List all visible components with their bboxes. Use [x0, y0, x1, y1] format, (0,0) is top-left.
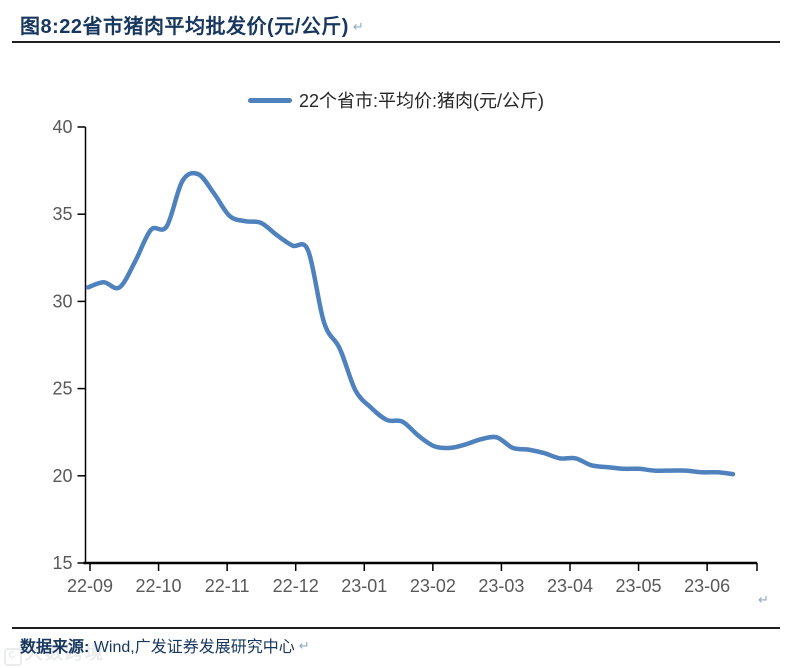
x-tick-label: 23-05: [616, 576, 662, 596]
x-tick-label: 22-12: [273, 576, 319, 596]
paragraph-mark-icon: ↵: [298, 638, 310, 653]
x-tick-label: 23-04: [547, 576, 593, 596]
paragraph-mark-icon: ↵: [758, 592, 769, 607]
paragraph-mark-icon: ↵: [352, 19, 365, 34]
y-tick-label: 20: [52, 466, 72, 486]
watermark: C 大数跨境: [4, 639, 105, 666]
watermark-logo-icon: C: [4, 648, 22, 666]
data-source-note: 数据来源: Wind,广发证券发展研究中心 ↵: [20, 633, 310, 657]
y-tick-label: 15: [52, 553, 72, 573]
x-tick-label: 23-02: [410, 576, 456, 596]
x-tick-label: 23-06: [684, 576, 730, 596]
footer-divider: [12, 627, 780, 629]
x-tick-label: 23-01: [341, 576, 387, 596]
legend-label: 22个省市:平均价:猪肉(元/公斤): [298, 91, 544, 111]
x-tick-label: 22-10: [136, 576, 182, 596]
y-tick-label: 25: [52, 379, 72, 399]
source-value: Wind,广发证券发展研究中心: [93, 639, 295, 656]
x-tick-label: 22-11: [205, 576, 250, 596]
y-tick-label: 40: [52, 117, 72, 137]
x-tick-label: 23-03: [478, 576, 524, 596]
figure-title: 图8:22省市猪肉平均批发价(元/公斤) ↵: [20, 16, 365, 38]
title-divider: [12, 41, 780, 43]
series-line: [85, 170, 736, 477]
source-label: 数据来源:: [20, 639, 90, 656]
x-tick-label: 22-09: [67, 576, 113, 596]
chart-legend: 22个省市:平均价:猪肉(元/公斤): [0, 87, 792, 113]
price-line-chart: 40 35 30 25 20 15 22-09 22-10 22-11 22-12 23-01 23-…: [52, 117, 758, 596]
legend-line-marker-icon: [247, 97, 292, 103]
y-tick-label: 35: [52, 204, 72, 224]
y-tick-label: 30: [52, 291, 72, 311]
